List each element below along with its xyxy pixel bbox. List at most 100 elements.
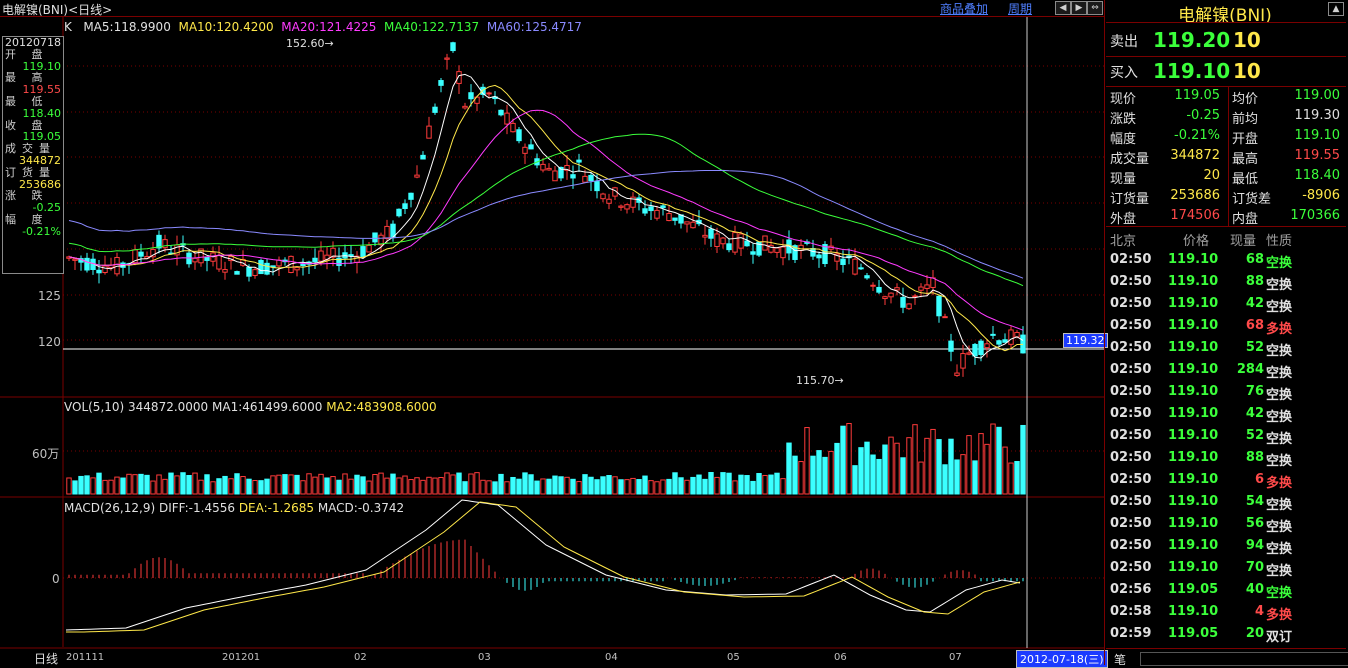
tick-row[interactable]: 02:59 119.05 20 双订 bbox=[1106, 623, 1346, 645]
tick-row[interactable]: 02:50 119.10 76 空换 bbox=[1106, 381, 1346, 403]
candle-body bbox=[276, 259, 282, 267]
candle-body bbox=[924, 284, 930, 289]
volume-bar bbox=[636, 479, 642, 495]
candle-body bbox=[888, 292, 894, 298]
tick-q: 56 bbox=[1245, 516, 1264, 531]
volume-bar bbox=[180, 472, 186, 495]
volume-bar bbox=[642, 475, 648, 495]
tick-t: 02:50 bbox=[1110, 472, 1152, 487]
tick-row[interactable]: 02:50 119.10 88 空换 bbox=[1106, 447, 1346, 469]
tick-row[interactable]: 02:56 119.05 40 空换 bbox=[1106, 579, 1346, 601]
volume-bar bbox=[216, 478, 222, 495]
tick-row[interactable]: 02:50 119.10 54 空换 bbox=[1106, 491, 1346, 513]
tick-p: 119.05 bbox=[1168, 582, 1219, 597]
candle-body bbox=[858, 267, 864, 270]
tick-row[interactable]: 02:58 119.10 4 多换 bbox=[1106, 601, 1346, 623]
volume-bar bbox=[492, 481, 498, 495]
tick-row[interactable]: 02:50 119.10 70 空换 bbox=[1106, 557, 1346, 579]
volume-bar bbox=[726, 472, 732, 495]
tick-row[interactable]: 02:50 119.10 284 空换 bbox=[1106, 359, 1346, 381]
candle-body bbox=[972, 343, 978, 357]
legend-diff: DIFF:-1.4556 bbox=[158, 501, 235, 515]
candle-body bbox=[414, 174, 420, 178]
tick-row[interactable]: 02:50 119.10 88 空换 bbox=[1106, 271, 1346, 293]
candle-body bbox=[708, 228, 714, 239]
zoom-icon[interactable]: ⇔ bbox=[1087, 1, 1103, 15]
tick-n: 多换 bbox=[1266, 608, 1293, 623]
legend-ma5: MA5:118.9900 bbox=[83, 20, 171, 34]
scroll-left-icon[interactable]: ◀ bbox=[1055, 1, 1071, 15]
legend-k: K bbox=[64, 20, 72, 34]
tick-p: 119.10 bbox=[1168, 604, 1219, 619]
horizontal-scrollbar[interactable] bbox=[1140, 652, 1348, 666]
volume-bar bbox=[432, 477, 438, 495]
volume-bar bbox=[750, 480, 756, 495]
candle-body bbox=[798, 244, 804, 251]
kline-chart[interactable] bbox=[0, 17, 1104, 665]
tick-t: 02:50 bbox=[1110, 384, 1152, 399]
quote-label: 最低 bbox=[1232, 172, 1259, 187]
tick-p: 119.10 bbox=[1168, 538, 1219, 553]
volume-bar bbox=[588, 476, 594, 495]
volume-bar bbox=[264, 478, 270, 495]
close-icon[interactable]: ▲ bbox=[1328, 2, 1344, 16]
info-label: 开 盘 bbox=[5, 47, 49, 61]
candle-body bbox=[900, 297, 906, 308]
candle-body bbox=[1008, 329, 1014, 345]
tab-ticks[interactable]: 笔 bbox=[1114, 653, 1127, 667]
candle-body bbox=[870, 284, 876, 287]
tick-row[interactable]: 02:50 119.10 94 空换 bbox=[1106, 535, 1346, 557]
volume-bar bbox=[384, 477, 390, 495]
volume-bar bbox=[846, 423, 852, 495]
quote-value: -8906 bbox=[1302, 188, 1340, 203]
tick-row[interactable]: 02:50 119.10 68 空换 bbox=[1106, 249, 1346, 271]
tick-t: 02:50 bbox=[1110, 560, 1152, 575]
candle-body bbox=[942, 316, 948, 319]
volume-bar bbox=[888, 436, 894, 495]
candle-body bbox=[246, 266, 252, 277]
scroll-right-icon[interactable]: ▶ bbox=[1071, 1, 1087, 15]
tick-row[interactable]: 02:50 119.10 52 空换 bbox=[1106, 425, 1346, 447]
candle-body bbox=[678, 214, 684, 224]
volume-bar bbox=[876, 458, 882, 495]
volume-bar bbox=[300, 480, 306, 495]
volume-bar bbox=[258, 480, 264, 495]
tick-row[interactable]: 02:50 119.10 68 多换 bbox=[1106, 315, 1346, 337]
volume-bar bbox=[624, 479, 630, 495]
y-label-macd-zero: 0 bbox=[52, 572, 60, 586]
quote-label: 订货量 bbox=[1110, 192, 1150, 207]
volume-bar bbox=[552, 475, 558, 495]
tick-header-c2: 价格 bbox=[1183, 234, 1210, 249]
legend-ma20: MA20:121.4225 bbox=[281, 20, 377, 34]
ask-qty: 10 bbox=[1233, 28, 1261, 52]
tick-t: 02:56 bbox=[1110, 582, 1152, 597]
volume-bar bbox=[828, 450, 834, 495]
tick-row[interactable]: 02:50 119.10 52 空换 bbox=[1106, 337, 1346, 359]
ma10-line bbox=[68, 84, 1024, 352]
ask-price: 119.20 bbox=[1153, 28, 1231, 52]
overlay-commodity-link[interactable]: 商品叠加 bbox=[940, 2, 989, 16]
legend-dea: DEA:-1.2685 bbox=[238, 501, 314, 515]
price-badge: 119.32 bbox=[1063, 333, 1108, 348]
candle-body bbox=[444, 57, 450, 60]
quote-value: 253686 bbox=[1170, 188, 1220, 203]
tick-q: 76 bbox=[1245, 384, 1264, 399]
quote-value: 174506 bbox=[1170, 208, 1220, 223]
tick-row[interactable]: 02:50 119.10 56 空换 bbox=[1106, 513, 1346, 535]
volume-bar bbox=[288, 474, 294, 495]
candle-body bbox=[840, 258, 846, 265]
volume-bar bbox=[132, 474, 138, 495]
volume-bar bbox=[108, 479, 114, 495]
candle-body bbox=[498, 109, 504, 116]
period-menu-link[interactable]: 周期 bbox=[1008, 2, 1033, 16]
quote-label: 前均 bbox=[1232, 112, 1259, 127]
tick-row[interactable]: 02:50 119.10 42 空换 bbox=[1106, 403, 1346, 425]
ma60-line bbox=[68, 169, 1024, 279]
tick-p: 119.10 bbox=[1168, 384, 1219, 399]
candle-body bbox=[552, 170, 558, 182]
tick-row[interactable]: 02:50 119.10 6 多换 bbox=[1106, 469, 1346, 491]
tick-row[interactable]: 02:50 119.10 42 空换 bbox=[1106, 293, 1346, 315]
tick-p: 119.10 bbox=[1168, 318, 1219, 333]
info-value: 253686 bbox=[19, 177, 61, 191]
legend-vol-ma2: MA2:483908.6000 bbox=[326, 400, 437, 414]
